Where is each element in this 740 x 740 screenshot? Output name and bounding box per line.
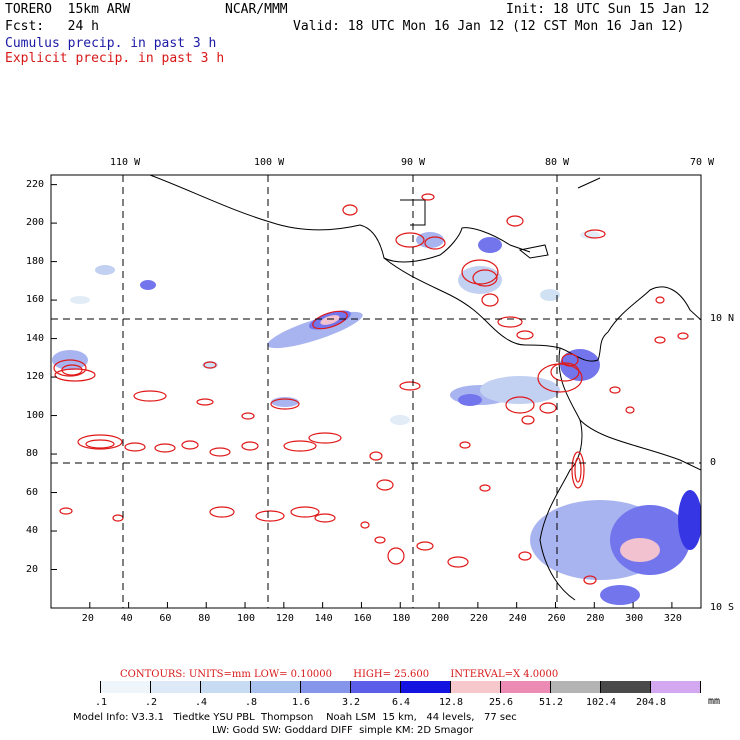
lon-label-80w: 80 W — [545, 157, 570, 168]
lon-label-70w: 70 W — [690, 157, 715, 168]
y-tick-label: 140 — [26, 332, 45, 344]
valid-time: Valid: 18 UTC Mon 16 Jan 12 (12 CST Mon … — [293, 19, 685, 34]
x-tick-label: 300 — [625, 613, 644, 624]
x-tick-label: 20 — [81, 613, 94, 624]
colorbar-cell — [201, 681, 251, 693]
y-tick-label: 100 — [26, 409, 45, 421]
field-explicit-label: Explicit precip. in past 3 h — [5, 51, 225, 66]
lat-label-10s: 10 S — [710, 602, 735, 613]
y-tick-label: 200 — [26, 217, 45, 229]
x-tick-label: 200 — [431, 613, 450, 624]
lon-label-90w: 90 W — [401, 157, 426, 168]
colorbar-label: 12.8 — [438, 697, 464, 708]
cumulus-shading — [52, 231, 701, 605]
colorbar-cell — [451, 681, 501, 693]
y-tick-label: 80 — [26, 448, 39, 460]
y-tick-label: 20 — [26, 563, 39, 575]
colorbar-cell — [501, 681, 551, 693]
contour-units: CONTOURS: UNITS=mm LOW= 0.10000 — [120, 669, 333, 680]
lon-label-100w: 100 W — [254, 157, 285, 168]
y-tick-label: 120 — [26, 371, 45, 383]
graticule — [51, 175, 701, 608]
colorbar-label: 102.4 — [585, 697, 617, 708]
forecast-hour: Fcst: 24 h — [5, 19, 99, 34]
lat-label-10n: 10 N — [710, 313, 735, 324]
x-tick-label: 60 — [159, 613, 172, 624]
colorbar-label: .4 — [194, 697, 208, 708]
colorbar-label: .1 — [94, 697, 108, 708]
colorbar-cell — [401, 681, 451, 693]
colorbar-cell — [301, 681, 351, 693]
x-tick-label: 80 — [198, 613, 211, 624]
lon-label-110w: 110 W — [110, 157, 141, 168]
colorbar-cell — [551, 681, 601, 693]
field-cumulus-label: Cumulus precip. in past 3 h — [5, 36, 217, 51]
x-tick-label: 280 — [586, 613, 605, 624]
y-tick-label: 60 — [26, 486, 39, 498]
colorbar-cell — [101, 681, 151, 693]
colorbar-label: 1.6 — [291, 697, 311, 708]
contour-high: HIGH= 25.600 — [353, 669, 430, 680]
x-tick-label: 180 — [392, 613, 411, 624]
colorbar-label: .8 — [244, 697, 258, 708]
y-tick-label: 180 — [26, 255, 45, 267]
colorbar-label: 204.8 — [635, 697, 667, 708]
x-tick-label: 140 — [314, 613, 333, 624]
x-tick-label: 260 — [547, 613, 566, 624]
map-frame — [50, 174, 702, 609]
explicit-contours — [53, 193, 689, 585]
y-tick-label: 220 — [26, 178, 45, 190]
colorbar-cell — [651, 681, 701, 693]
y-tick-label: 160 — [26, 294, 45, 306]
model-info-line2: LW: Godd SW: Goddard DIFF simple KM: 2D … — [212, 725, 474, 736]
colorbar-cell — [601, 681, 651, 693]
colorbar-label: .2 — [144, 697, 158, 708]
center-title: NCAR/MMM — [225, 2, 288, 17]
x-tick-label: 220 — [469, 613, 488, 624]
colorbar-label: 3.2 — [341, 697, 361, 708]
x-tick-label: 240 — [508, 613, 527, 624]
axis-ticks — [51, 184, 673, 608]
model-title: TORERO 15km ARW — [5, 2, 131, 17]
colorbar-label: 25.6 — [488, 697, 514, 708]
contour-info: CONTOURS: UNITS=mm LOW= 0.10000 HIGH= 25… — [120, 669, 576, 680]
colorbar-cell — [351, 681, 401, 693]
x-tick-label: 320 — [663, 613, 682, 624]
x-tick-label: 40 — [120, 613, 133, 624]
colorbar-cell — [51, 681, 101, 693]
x-tick-label: 120 — [275, 613, 294, 624]
model-info-line1: Model Info: V3.3.1 Tiedtke YSU PBL Thomp… — [73, 712, 517, 723]
colorbar-unit: mm — [708, 696, 721, 707]
colorbar-cell — [151, 681, 201, 693]
colorbar-label: 6.4 — [391, 697, 411, 708]
colorbar-cell — [251, 681, 301, 693]
coastlines — [149, 175, 701, 601]
colorbar-label: 51.2 — [538, 697, 564, 708]
y-tick-label: 40 — [26, 525, 39, 537]
x-tick-label: 160 — [353, 613, 372, 624]
x-tick-label: 100 — [237, 613, 256, 624]
contour-interval: INTERVAL=X 4.0000 — [450, 669, 559, 680]
init-time: Init: 18 UTC Sun 15 Jan 12 — [506, 2, 710, 17]
lat-label-0: 0 — [710, 457, 717, 468]
